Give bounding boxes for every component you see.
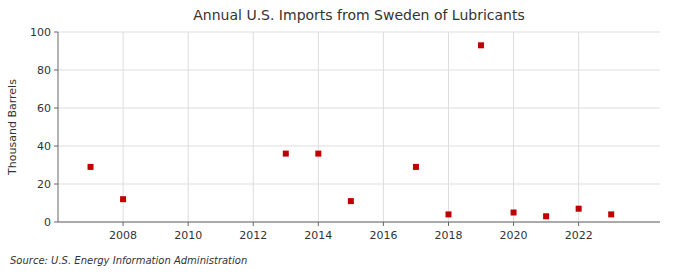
x-tick-label: 2022 bbox=[565, 229, 593, 242]
x-tick bbox=[383, 222, 384, 226]
point bbox=[348, 198, 354, 204]
grid-line-y bbox=[58, 70, 660, 71]
x-axis-line bbox=[58, 222, 660, 223]
grid-line-x bbox=[578, 32, 579, 222]
point bbox=[88, 164, 94, 170]
grid-line-x bbox=[188, 32, 189, 222]
point bbox=[413, 164, 419, 170]
grid-line-x bbox=[318, 32, 319, 222]
x-tick bbox=[578, 222, 579, 226]
point bbox=[445, 211, 451, 217]
y-tick bbox=[54, 184, 58, 185]
x-tick-label: 2018 bbox=[434, 229, 462, 242]
grid-line-y bbox=[58, 32, 660, 33]
x-tick-label: 2020 bbox=[500, 229, 528, 242]
y-tick-label: 60 bbox=[37, 102, 51, 115]
x-tick bbox=[318, 222, 319, 226]
grid bbox=[58, 32, 660, 222]
y-tick-label: 40 bbox=[37, 140, 51, 153]
grid-line-x bbox=[513, 32, 514, 222]
x-tick bbox=[513, 222, 514, 226]
point bbox=[543, 213, 549, 219]
point bbox=[120, 196, 126, 202]
grid-line-y bbox=[58, 108, 660, 109]
grid-line-y bbox=[58, 184, 660, 185]
x-tick bbox=[448, 222, 449, 226]
y-tick-label: 0 bbox=[44, 216, 51, 229]
title: Annual U.S. Imports from Sweden of Lubri… bbox=[193, 7, 524, 23]
point bbox=[315, 151, 321, 157]
grid-line-x bbox=[383, 32, 384, 222]
point bbox=[283, 151, 289, 157]
y-tick bbox=[54, 32, 58, 33]
point bbox=[576, 206, 582, 212]
point bbox=[608, 211, 614, 217]
y-axis-label: Thousand Barrels bbox=[6, 79, 19, 176]
x-tick-label: 2014 bbox=[304, 229, 332, 242]
x-tick-label: 2008 bbox=[109, 229, 137, 242]
x-tick-label: 2012 bbox=[239, 229, 267, 242]
points bbox=[88, 42, 615, 219]
x-tick bbox=[123, 222, 124, 226]
grid-line-x bbox=[123, 32, 124, 222]
y-tick bbox=[54, 70, 58, 71]
chart-container: 0 20 40 60 80 100 2008 2010 2012 2014 2016 2018 2020… bbox=[0, 0, 675, 275]
x-tick bbox=[188, 222, 189, 226]
x-tick-label: 2010 bbox=[174, 229, 202, 242]
chart-svg: 0 20 40 60 80 100 2008 2010 2012 2014 2016 2018 2020… bbox=[0, 0, 675, 275]
grid-line-x bbox=[253, 32, 254, 222]
point bbox=[511, 210, 517, 216]
grid-line-y bbox=[58, 146, 660, 147]
y-axis-line bbox=[58, 32, 59, 222]
y-tick-label: 20 bbox=[37, 178, 51, 191]
x-tick bbox=[253, 222, 254, 226]
y-tick-label: 80 bbox=[37, 64, 51, 77]
y-tick-label: 100 bbox=[30, 26, 51, 39]
grid-line-y bbox=[58, 222, 660, 223]
y-tick bbox=[54, 222, 58, 223]
source-note: Source: U.S. Energy Information Administ… bbox=[10, 255, 247, 266]
grid-line-x bbox=[448, 32, 449, 222]
x-tick-label: 2016 bbox=[369, 229, 397, 242]
y-tick bbox=[54, 108, 58, 109]
point bbox=[478, 42, 484, 48]
y-tick bbox=[54, 146, 58, 147]
